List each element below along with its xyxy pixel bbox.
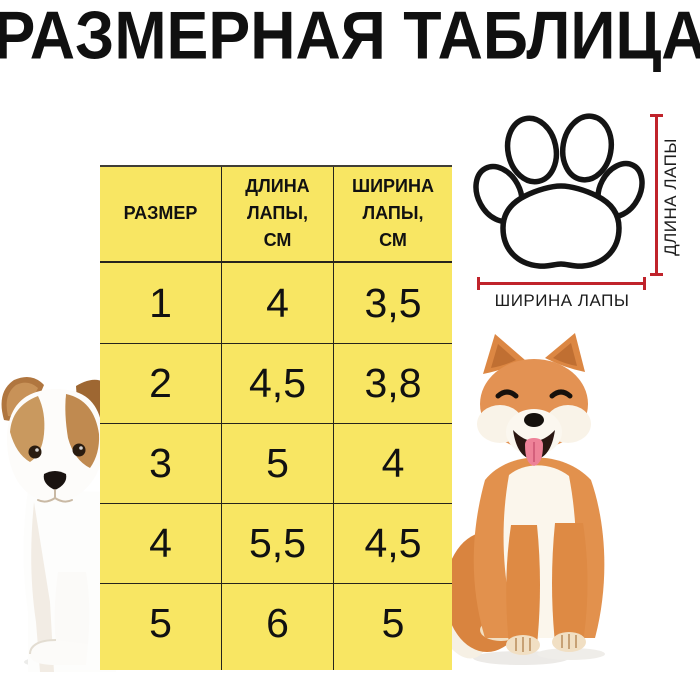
table-cell-length-3: 5: [222, 423, 334, 503]
header-label: ДЛИНА ЛАПЫ, СМ: [245, 175, 310, 250]
header-label: ШИРИНА ЛАПЫ, СМ: [352, 175, 434, 250]
paw-width-label: ШИРИНА ЛАПЫ: [494, 291, 630, 310]
table-cell-width-2: 3,8: [334, 343, 452, 423]
paw-width-measure-line: [477, 277, 646, 290]
table-cell-size-3: 3: [100, 423, 222, 503]
table-cell-width-4: 4,5: [334, 503, 452, 583]
size-table: РАЗМЕР ДЛИНА ЛАПЫ, СМ ШИРИНА ЛАПЫ, СМ 1 …: [100, 165, 452, 670]
header-label: РАЗМЕР: [123, 202, 198, 223]
table-cell-length-4: 5,5: [222, 503, 334, 583]
header-cell-paw-width: ШИРИНА ЛАПЫ, СМ: [334, 167, 452, 263]
shiba-inu-dog-image: [443, 333, 605, 665]
paw-print-icon: [473, 113, 645, 269]
jack-russell-dog-image: [1, 376, 116, 672]
table-cell-width-3: 4: [334, 423, 452, 503]
table-cell-length-1: 4: [222, 263, 334, 343]
table-cell-size-5: 5: [100, 583, 222, 670]
header-cell-paw-length: ДЛИНА ЛАПЫ, СМ: [222, 167, 334, 263]
paw-length-measure-line: [650, 114, 663, 276]
table-cell-length-2: 4,5: [222, 343, 334, 423]
table-cell-size-2: 2: [100, 343, 222, 423]
table-cell-width-5: 5: [334, 583, 452, 670]
page-title: РАЗМЕРНАЯ ТАБЛИЦА: [0, 0, 700, 74]
table-cell-size-4: 4: [100, 503, 222, 583]
table-cell-size-1: 1: [100, 263, 222, 343]
paw-measurement-diagram: ДЛИНА ЛАПЫ ШИРИНА ЛАПЫ: [463, 103, 700, 313]
paw-length-label: ДЛИНА ЛАПЫ: [661, 138, 680, 256]
header-cell-size: РАЗМЕР: [100, 167, 222, 263]
table-cell-length-5: 6: [222, 583, 334, 670]
table-cell-width-1: 3,5: [364, 279, 422, 326]
